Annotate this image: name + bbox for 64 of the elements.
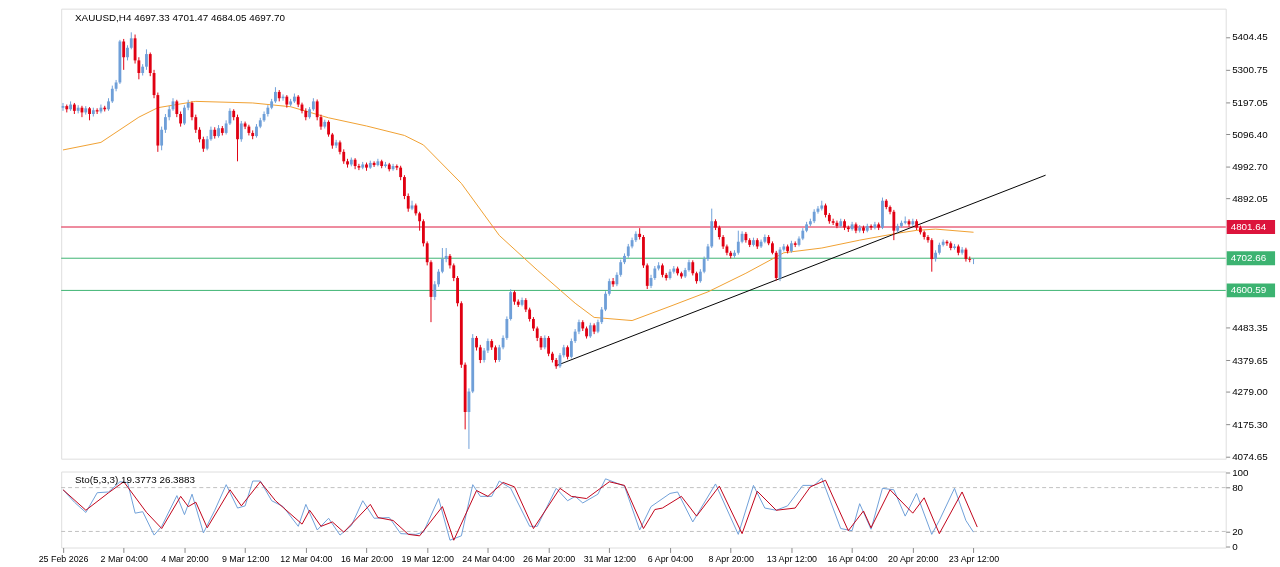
y-tick-label: 4892.05 [1232, 192, 1269, 204]
candlestick [145, 48, 148, 71]
candlestick [61, 102, 65, 112]
x-tick-label: 6 Apr 04:00 [647, 553, 694, 564]
candlestick [604, 290, 607, 312]
candlestick [440, 247, 444, 274]
ref-line-label: 4702.66 [1230, 252, 1267, 264]
candlestick [334, 139, 338, 149]
ref-line-label: 4600.59 [1230, 284, 1267, 296]
candlestick [869, 223, 873, 231]
candlestick [611, 277, 615, 288]
x-tick-label: 2 Mar 04:00 [100, 553, 149, 564]
x-tick-label: 12 Mar 04:00 [280, 553, 333, 564]
x-tick-label: 19 Mar 12:00 [401, 553, 454, 564]
candlestick [421, 218, 425, 247]
candlestick [406, 192, 410, 213]
candlestick [930, 237, 934, 273]
candlestick [164, 113, 167, 134]
candlestick [831, 218, 835, 226]
candlestick [418, 211, 422, 232]
y-tick-label: 4175.30 [1232, 418, 1269, 430]
candlestick [239, 120, 243, 143]
candlestick [353, 157, 357, 170]
x-tick-label: 4 Mar 20:00 [161, 553, 209, 564]
x-tick-label: 23 Apr 12:00 [948, 553, 1000, 564]
y-tick-label: 20 [1232, 525, 1244, 537]
chart-title: Sto(5,3,3) 19.3773 26.3883 [75, 474, 196, 486]
y-tick-label: 80 [1232, 482, 1244, 494]
x-tick-label: 9 Mar 12:00 [221, 553, 270, 564]
y-tick-label: 4992.70 [1232, 161, 1269, 173]
x-tick-label: 31 Mar 12:00 [583, 553, 637, 564]
ref-line-label: 4801.64 [1230, 220, 1267, 232]
x-tick-label: 26 Mar 20:00 [522, 553, 576, 564]
candlestick [645, 262, 649, 290]
x-tick-label: 16 Apr 04:00 [827, 553, 878, 564]
y-tick-label: 5197.05 [1232, 96, 1269, 108]
y-tick-label: 5096.40 [1232, 128, 1269, 140]
candlestick [433, 280, 437, 301]
candlestick [403, 174, 406, 200]
y-tick-label: 5404.45 [1232, 31, 1269, 43]
candlestick [744, 231, 748, 244]
candlestick [266, 104, 270, 118]
x-tick-label: 16 Mar 20:00 [340, 553, 394, 564]
candlestick [160, 126, 164, 151]
candlestick [478, 344, 482, 364]
chart-title: XAUUSD,H4 4697.33 4701.47 4684.05 4697.70 [75, 11, 286, 23]
y-tick-label: 0 [1232, 540, 1239, 552]
y-tick-label: 4379.65 [1232, 354, 1269, 366]
candlestick [236, 114, 239, 162]
x-tick-label: 20 Apr 20:00 [888, 553, 939, 564]
y-tick-label: 5300.75 [1232, 64, 1269, 76]
y-tick-label: 4279.00 [1232, 386, 1269, 398]
candlestick [736, 230, 740, 256]
candlestick [372, 160, 376, 168]
candlestick [892, 209, 896, 241]
y-tick-label: 100 [1232, 467, 1250, 479]
x-tick-label: 8 Apr 20:00 [708, 553, 754, 564]
candlestick [547, 335, 551, 357]
x-tick-label: 13 Apr 12:00 [766, 553, 818, 564]
y-tick-label: 4483.35 [1232, 321, 1269, 333]
y-tick-label: 4074.65 [1232, 450, 1269, 462]
x-tick-label: 24 Mar 04:00 [462, 553, 515, 564]
x-tick-label: 25 Feb 2026 [38, 553, 89, 564]
candlestick [960, 246, 964, 256]
